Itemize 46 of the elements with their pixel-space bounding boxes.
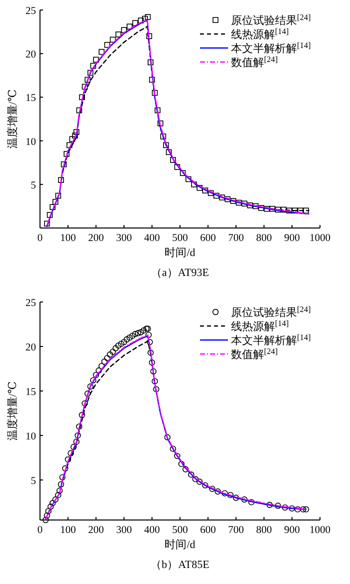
x-tick-label: 200 xyxy=(88,233,104,244)
y-tick-label: 15 xyxy=(26,386,36,398)
legend-label: 原位试验结果$^{[24]}$ xyxy=(231,12,311,27)
y-tick-label: 5 xyxy=(30,476,36,487)
y-axis-title: 温度增量/℃ xyxy=(6,381,19,441)
x-tick-label: 500 xyxy=(172,525,188,536)
legend-label: 本文半解析解$^{[14]}$ xyxy=(231,332,311,347)
text: （a）AT93E xyxy=(150,267,210,279)
y-tick-label: 20 xyxy=(26,50,36,61)
text: （b）AT85E xyxy=(150,559,210,571)
x-tick-label: 800 xyxy=(256,525,272,536)
x-tick-label: 300 xyxy=(116,525,132,536)
x-tick-label: 100 xyxy=(60,233,76,244)
x-tick-label: 400 xyxy=(144,233,160,244)
y-tick-label: 5 xyxy=(30,180,36,192)
legend-label: 原位试验结果$^{[24]}$ xyxy=(231,304,311,319)
x-tick-label: 1000 xyxy=(310,525,330,536)
x-tick-label: 900 xyxy=(284,233,300,244)
x-tick-label: 0 xyxy=(37,233,43,244)
x-tick-label: 900 xyxy=(284,525,300,536)
x-axis-title: 时间/d xyxy=(164,538,196,551)
y-tick-label: 20 xyxy=(26,342,36,354)
y-axis-title: 温度增量/℃ xyxy=(6,89,19,149)
y-tick-label: 10 xyxy=(26,431,36,442)
y-tick-label: 25 xyxy=(26,6,36,17)
x-tick-label: 400 xyxy=(144,525,160,536)
x-axis-title: 时间/d xyxy=(164,246,196,259)
x-tick-label: 800 xyxy=(256,233,272,244)
x-tick-label: 0 xyxy=(37,525,43,536)
legend-label: 线热源解$^{[14]}$ xyxy=(231,318,289,333)
legend-label: 数值解$^{[24]}$ xyxy=(231,54,278,69)
x-tick-label: 100 xyxy=(60,525,76,536)
legend-label: 本文半解析解$^{[14]}$ xyxy=(231,40,311,55)
x-tick-label: 600 xyxy=(200,525,216,536)
x-tick-label: 700 xyxy=(228,525,244,536)
y-tick-label: 10 xyxy=(26,136,36,148)
legend-label: 线热源解$^{[14]}$ xyxy=(231,26,289,41)
x-tick-label: 1000 xyxy=(310,233,330,244)
x-tick-label: 300 xyxy=(116,233,132,244)
legend-label: 数值解$^{[24]}$ xyxy=(231,346,278,361)
y-tick-label: 15 xyxy=(26,93,36,104)
x-tick-label: 600 xyxy=(200,233,216,244)
x-tick-label: 500 xyxy=(172,233,188,244)
y-tick-label: 25 xyxy=(26,298,36,309)
x-tick-label: 200 xyxy=(88,525,104,536)
x-tick-label: 700 xyxy=(228,233,244,244)
